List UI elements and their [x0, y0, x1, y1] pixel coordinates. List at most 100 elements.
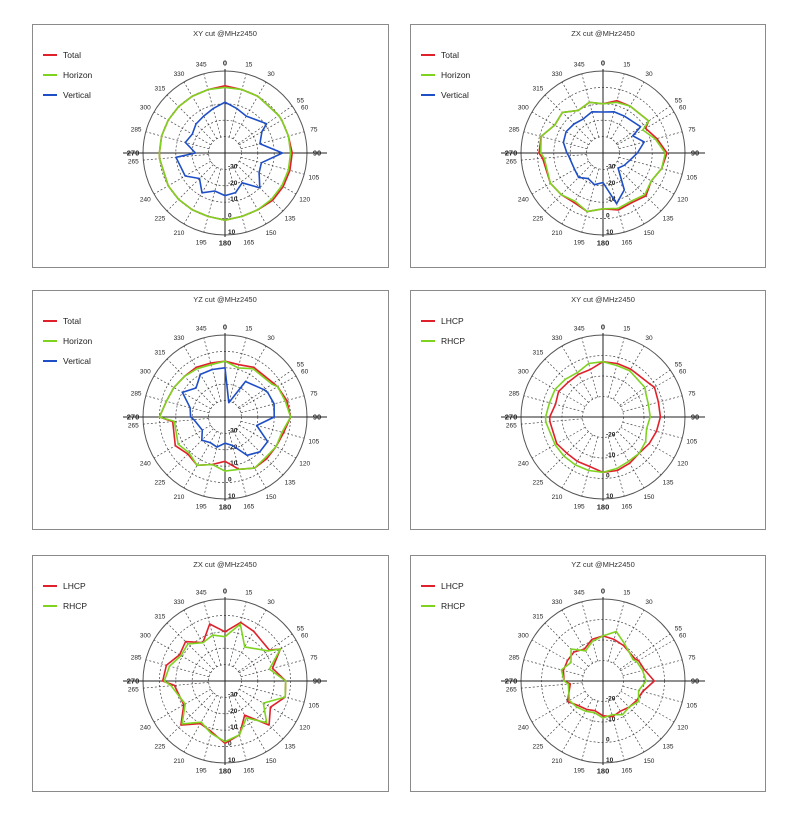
angle-tick-label: 180	[219, 503, 232, 512]
radial-tick-label: -10	[228, 460, 238, 467]
grid-spoke	[143, 682, 209, 689]
angle-tick-label: 120	[677, 461, 688, 468]
grid-spoke	[239, 688, 297, 723]
angle-tick-label: 195	[574, 239, 585, 246]
grid-spoke	[232, 81, 267, 139]
angle-tick-label: 90	[313, 149, 321, 158]
radial-tick-label: 0	[606, 473, 610, 480]
angle-tick-label: 90	[313, 677, 321, 686]
angle-tick-label: 135	[285, 480, 296, 487]
grid-spoke	[153, 424, 211, 459]
angle-tick-label: 75	[688, 391, 696, 398]
angle-tick-label: 90	[313, 413, 321, 422]
angle-tick-label: 270	[505, 149, 518, 158]
chart-title: YZ cut @MHz2450	[193, 295, 256, 304]
grid-spoke	[203, 696, 222, 761]
angle-tick-label: 270	[127, 413, 140, 422]
grid-spoke	[203, 601, 222, 666]
angle-tick-label: 210	[552, 494, 563, 501]
angle-tick-label: 195	[196, 503, 207, 510]
grid-spoke	[622, 395, 683, 413]
angle-tick-label: 270	[127, 149, 140, 158]
grid-spoke	[145, 131, 210, 150]
angle-tick-label: 75	[310, 391, 318, 398]
legend-label: RHCP	[441, 336, 465, 346]
angle-tick-label: 300	[518, 105, 529, 112]
chart-title: ZX cut @MHz2450	[193, 560, 256, 569]
angle-tick-label: 240	[518, 197, 529, 204]
grid-spoke	[240, 156, 305, 175]
angle-tick-label: 75	[310, 655, 318, 662]
legend-label: Total	[63, 316, 81, 326]
grid-spoke	[228, 432, 247, 497]
angle-tick-label: 315	[533, 613, 544, 620]
grid-spoke	[622, 685, 683, 703]
angle-tick-label: 345	[574, 326, 585, 333]
grid-spoke	[183, 431, 218, 489]
angle-tick-label: 105	[686, 702, 697, 709]
radial-tick-label: -10	[606, 452, 616, 459]
angle-tick-label: 180	[597, 767, 610, 776]
radial-tick-label: -30	[228, 427, 238, 434]
radial-tick-label: 0	[228, 477, 232, 484]
radial-tick-label: 0	[606, 213, 610, 220]
grid-spoke	[153, 639, 211, 674]
angle-tick-label: 60	[301, 105, 309, 112]
grid-spoke	[581, 168, 600, 233]
angle-tick-label: 105	[308, 438, 319, 445]
grid-spoke	[166, 94, 214, 142]
angle-tick-label: 210	[552, 230, 563, 237]
radial-tick-label: -20	[606, 180, 616, 187]
grid-spoke	[521, 418, 583, 425]
angle-tick-label: 330	[552, 71, 563, 78]
angle-tick-label: 285	[509, 655, 520, 662]
angle-tick-label: 120	[299, 725, 310, 732]
radial-tick-label: 10	[606, 493, 614, 500]
legend-label: RHCP	[441, 601, 465, 611]
angle-tick-label: 60	[679, 105, 687, 112]
legend-label: LHCP	[441, 581, 464, 591]
angle-tick-label: 30	[267, 599, 275, 606]
angle-tick-label: 345	[574, 590, 585, 597]
radial-tick-label: 0	[606, 737, 610, 744]
chart-title: XY cut @MHz2450	[193, 29, 257, 38]
angle-tick-label: 285	[509, 127, 520, 134]
radial-tick-label: 10	[228, 757, 236, 764]
grid-spoke	[531, 111, 589, 146]
grid-spoke	[183, 167, 218, 225]
angle-tick-label: 55	[675, 98, 683, 105]
angle-tick-label: 15	[623, 62, 631, 69]
legend-label: Vertical	[441, 90, 469, 100]
grid-spoke	[240, 420, 305, 439]
angle-tick-label: 225	[155, 216, 166, 223]
grid-spoke	[561, 609, 594, 664]
grid-spoke	[166, 358, 214, 406]
grid-spoke	[232, 431, 267, 489]
legend-label: Vertical	[63, 356, 91, 366]
angle-tick-label: 315	[533, 85, 544, 92]
series-line-horizon	[539, 101, 667, 213]
radial-tick-label: -10	[606, 716, 616, 723]
angle-tick-label: 300	[140, 633, 151, 640]
angle-tick-label: 270	[505, 677, 518, 686]
grid-spoke	[620, 639, 675, 672]
angle-tick-label: 265	[128, 423, 139, 430]
grid-spoke	[239, 111, 297, 146]
series-line-vertical	[181, 367, 275, 457]
grid-spoke	[203, 73, 222, 138]
angle-tick-label: 165	[243, 239, 254, 246]
grid-spoke	[521, 154, 587, 161]
angle-tick-label: 265	[506, 423, 517, 430]
angle-tick-label: 300	[140, 369, 151, 376]
angle-tick-label: 210	[174, 494, 185, 501]
legend-label: Vertical	[63, 90, 91, 100]
angle-tick-label: 150	[266, 230, 277, 237]
grid-spoke	[544, 164, 592, 212]
angle-tick-label: 30	[645, 599, 653, 606]
radial-tick-label: -20	[228, 444, 238, 451]
grid-spoke	[145, 659, 210, 678]
legend-label: Horizon	[441, 70, 471, 80]
